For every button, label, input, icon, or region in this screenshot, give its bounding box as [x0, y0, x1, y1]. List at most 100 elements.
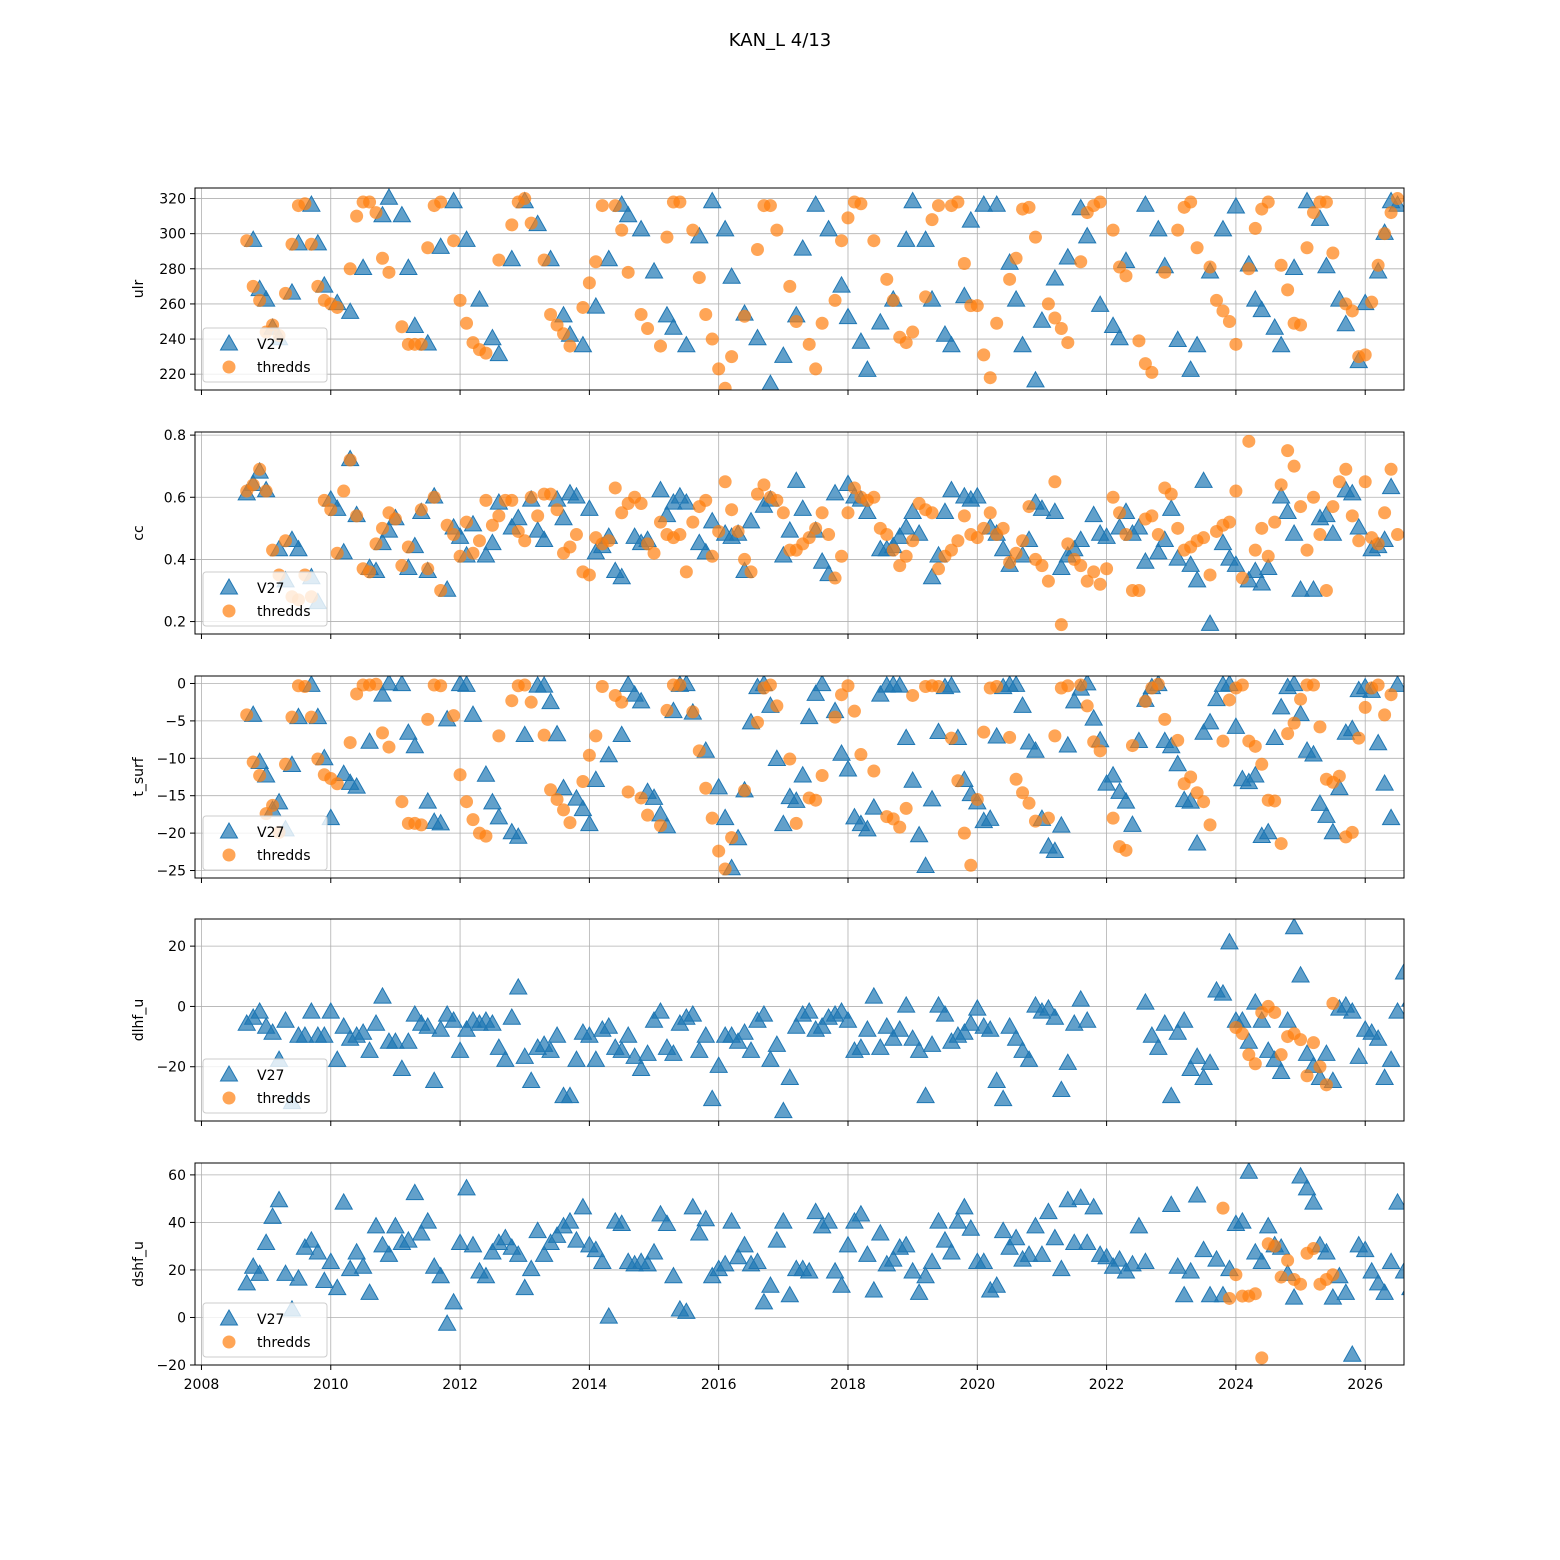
y-axis-label: t_surf	[131, 756, 147, 796]
point-v27	[1168, 1023, 1188, 1040]
point-v27	[599, 249, 619, 267]
point-thredds	[932, 679, 946, 693]
point-thredds	[1378, 708, 1392, 722]
point-thredds	[537, 728, 551, 742]
point-v27	[586, 296, 606, 314]
point-v27	[340, 302, 360, 319]
point-v27	[1349, 517, 1369, 535]
point-v27	[508, 827, 528, 844]
point-thredds	[511, 524, 525, 538]
point-thredds	[330, 300, 344, 314]
point-thredds	[1061, 537, 1075, 551]
point-thredds	[899, 801, 913, 815]
point-v27	[1058, 1053, 1078, 1070]
point-v27	[761, 374, 780, 390]
point-thredds	[434, 583, 448, 597]
point-v27	[1317, 1242, 1336, 1260]
point-v27	[1110, 1249, 1129, 1267]
data-points	[240, 676, 1404, 876]
point-v27	[1187, 1047, 1207, 1064]
point-thredds	[1274, 258, 1288, 272]
point-v27	[463, 1235, 483, 1253]
point-v27	[696, 1026, 716, 1043]
point-thredds	[1087, 565, 1101, 579]
point-v27	[1006, 1228, 1026, 1246]
point-v27	[482, 792, 502, 810]
point-v27	[935, 502, 955, 519]
point-v27	[1375, 773, 1395, 791]
point-v27	[676, 492, 696, 510]
point-v27	[424, 1071, 444, 1089]
legend-triangle-icon	[219, 577, 239, 595]
series-thredds	[240, 192, 1404, 390]
point-thredds	[1339, 462, 1353, 476]
point-thredds	[414, 337, 428, 351]
point-v27	[1161, 499, 1181, 516]
point-v27	[489, 807, 509, 825]
point-v27	[1336, 314, 1356, 332]
point-thredds	[1041, 574, 1055, 588]
legend-label-v27: V27	[257, 337, 284, 353]
point-v27	[340, 1259, 360, 1277]
point-v27	[1304, 579, 1323, 597]
point-v27	[870, 1223, 890, 1241]
point-v27	[444, 191, 464, 209]
point-thredds	[1319, 195, 1333, 209]
point-v27	[1077, 1233, 1097, 1250]
point-v27	[741, 511, 761, 529]
point-thredds	[524, 216, 538, 230]
point-v27	[1032, 310, 1052, 328]
point-v27	[1090, 295, 1110, 312]
point-thredds	[350, 687, 364, 701]
point-v27	[980, 1020, 1000, 1037]
point-v27	[405, 736, 425, 754]
point-v27	[502, 249, 522, 267]
point-thredds	[1132, 334, 1146, 348]
point-v27	[916, 1266, 935, 1284]
y-axis-label: cc	[131, 525, 147, 540]
point-v27	[1161, 1086, 1181, 1104]
point-thredds	[725, 831, 739, 845]
point-v27	[495, 1050, 515, 1067]
y-tick-label: 300	[159, 227, 186, 243]
point-thredds	[1235, 678, 1249, 692]
point-thredds	[544, 307, 558, 321]
point-thredds	[1074, 255, 1088, 269]
legend-label-thredds: thredds	[257, 848, 311, 864]
point-v27	[1381, 1252, 1401, 1270]
point-v27	[664, 1044, 683, 1061]
point-thredds	[744, 565, 758, 579]
point-thredds	[686, 223, 700, 237]
subplot-ulr: 220 240 260 280 300 320 ulr V27 thredds	[131, 187, 1405, 395]
point-thredds	[634, 307, 648, 321]
point-thredds	[395, 320, 409, 334]
legend-label-v27: V27	[257, 581, 284, 597]
point-v27	[1388, 1192, 1404, 1210]
point-v27	[353, 258, 373, 275]
point-v27	[1148, 219, 1168, 237]
point-thredds	[388, 512, 402, 526]
point-v27	[838, 1010, 858, 1028]
point-thredds	[298, 197, 312, 211]
point-v27	[651, 480, 670, 498]
point-v27	[786, 471, 806, 488]
point-thredds	[1009, 251, 1023, 265]
point-thredds	[582, 276, 596, 290]
point-thredds	[350, 509, 364, 523]
point-v27	[1129, 1216, 1149, 1234]
point-thredds	[738, 783, 752, 797]
point-thredds	[738, 309, 752, 323]
point-v27	[631, 1059, 651, 1076]
point-thredds	[750, 242, 764, 256]
series-v27	[237, 449, 1401, 631]
point-thredds	[1274, 837, 1288, 851]
point-thredds	[634, 791, 648, 805]
point-thredds	[802, 337, 816, 351]
x-ticks	[200, 634, 1366, 639]
point-thredds	[1306, 678, 1320, 692]
point-v27	[870, 1038, 890, 1055]
point-thredds	[1190, 786, 1204, 800]
point-v27	[379, 188, 399, 205]
point-thredds	[317, 493, 331, 507]
point-thredds	[414, 503, 428, 517]
